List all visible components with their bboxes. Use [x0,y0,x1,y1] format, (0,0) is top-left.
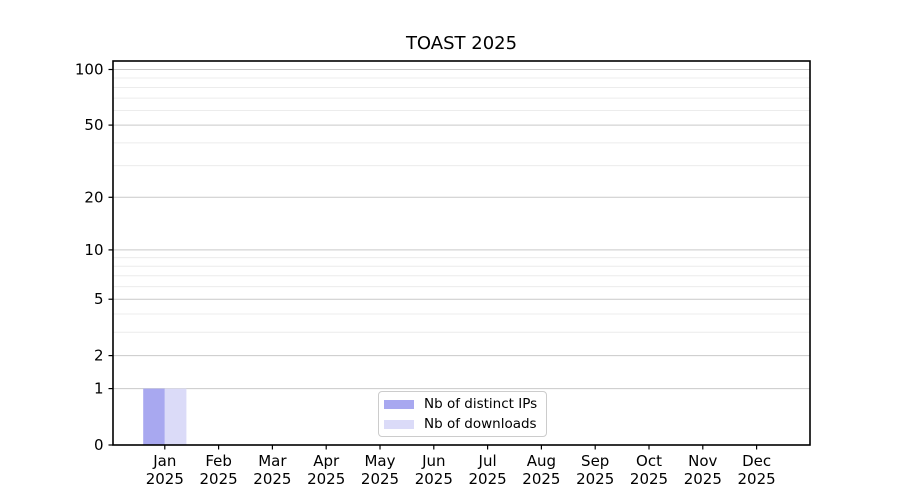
x-tick-label-month: Sep [581,452,609,470]
x-tick-label-month: Dec [742,452,771,470]
x-tick-label-year: 2025 [253,470,291,488]
x-tick-label-year: 2025 [684,470,722,488]
y-tick-label: 2 [94,347,104,365]
y-tick-label: 20 [84,188,103,206]
y-tick-label: 10 [84,241,103,259]
x-tick-label-month: Jan [152,452,176,470]
x-tick-label-year: 2025 [738,470,776,488]
x-tick-label-month: Jun [421,452,445,470]
x-tick-label-year: 2025 [576,470,614,488]
y-tick-label: 5 [94,290,104,308]
x-tick-label-month: Feb [205,452,232,470]
x-tick-label-year: 2025 [522,470,560,488]
x-tick-label-year: 2025 [146,470,184,488]
bar-downloads-jan [164,388,187,445]
legend-label-downloads: Nb of downloads [424,416,537,432]
y-tick-label: 1 [94,380,104,398]
x-tick-label-year: 2025 [415,470,453,488]
legend: Nb of distinct IPs Nb of downloads [378,391,547,437]
legend-item-distinct-ips: Nb of distinct IPs [384,396,540,412]
legend-label-distinct-ips: Nb of distinct IPs [424,396,538,412]
y-tick-label: 100 [75,61,104,79]
x-tick-label-year: 2025 [361,470,399,488]
plot-border [112,60,811,446]
x-tick-label-year: 2025 [307,470,345,488]
x-tick-label-year: 2025 [630,470,668,488]
x-tick-label-month: Apr [313,452,340,470]
legend-swatch-downloads [384,419,414,429]
bar-distinct-ips-jan [143,388,165,445]
y-tick-label: 50 [84,116,103,134]
legend-swatch-distinct-ips [384,399,414,409]
x-tick-label-month: Nov [688,452,717,470]
x-tick-label-month: May [364,452,395,470]
x-tick-label-year: 2025 [469,470,507,488]
x-tick-label-month: Aug [527,452,556,470]
chart-title: TOAST 2025 [405,33,518,54]
x-tick-label-month: Jul [478,452,497,470]
y-tick-label: 0 [94,436,104,454]
x-tick-label-year: 2025 [200,470,238,488]
legend-item-downloads: Nb of downloads [384,416,540,432]
x-tick-label-month: Oct [636,452,662,470]
x-tick-label-month: Mar [258,452,287,470]
